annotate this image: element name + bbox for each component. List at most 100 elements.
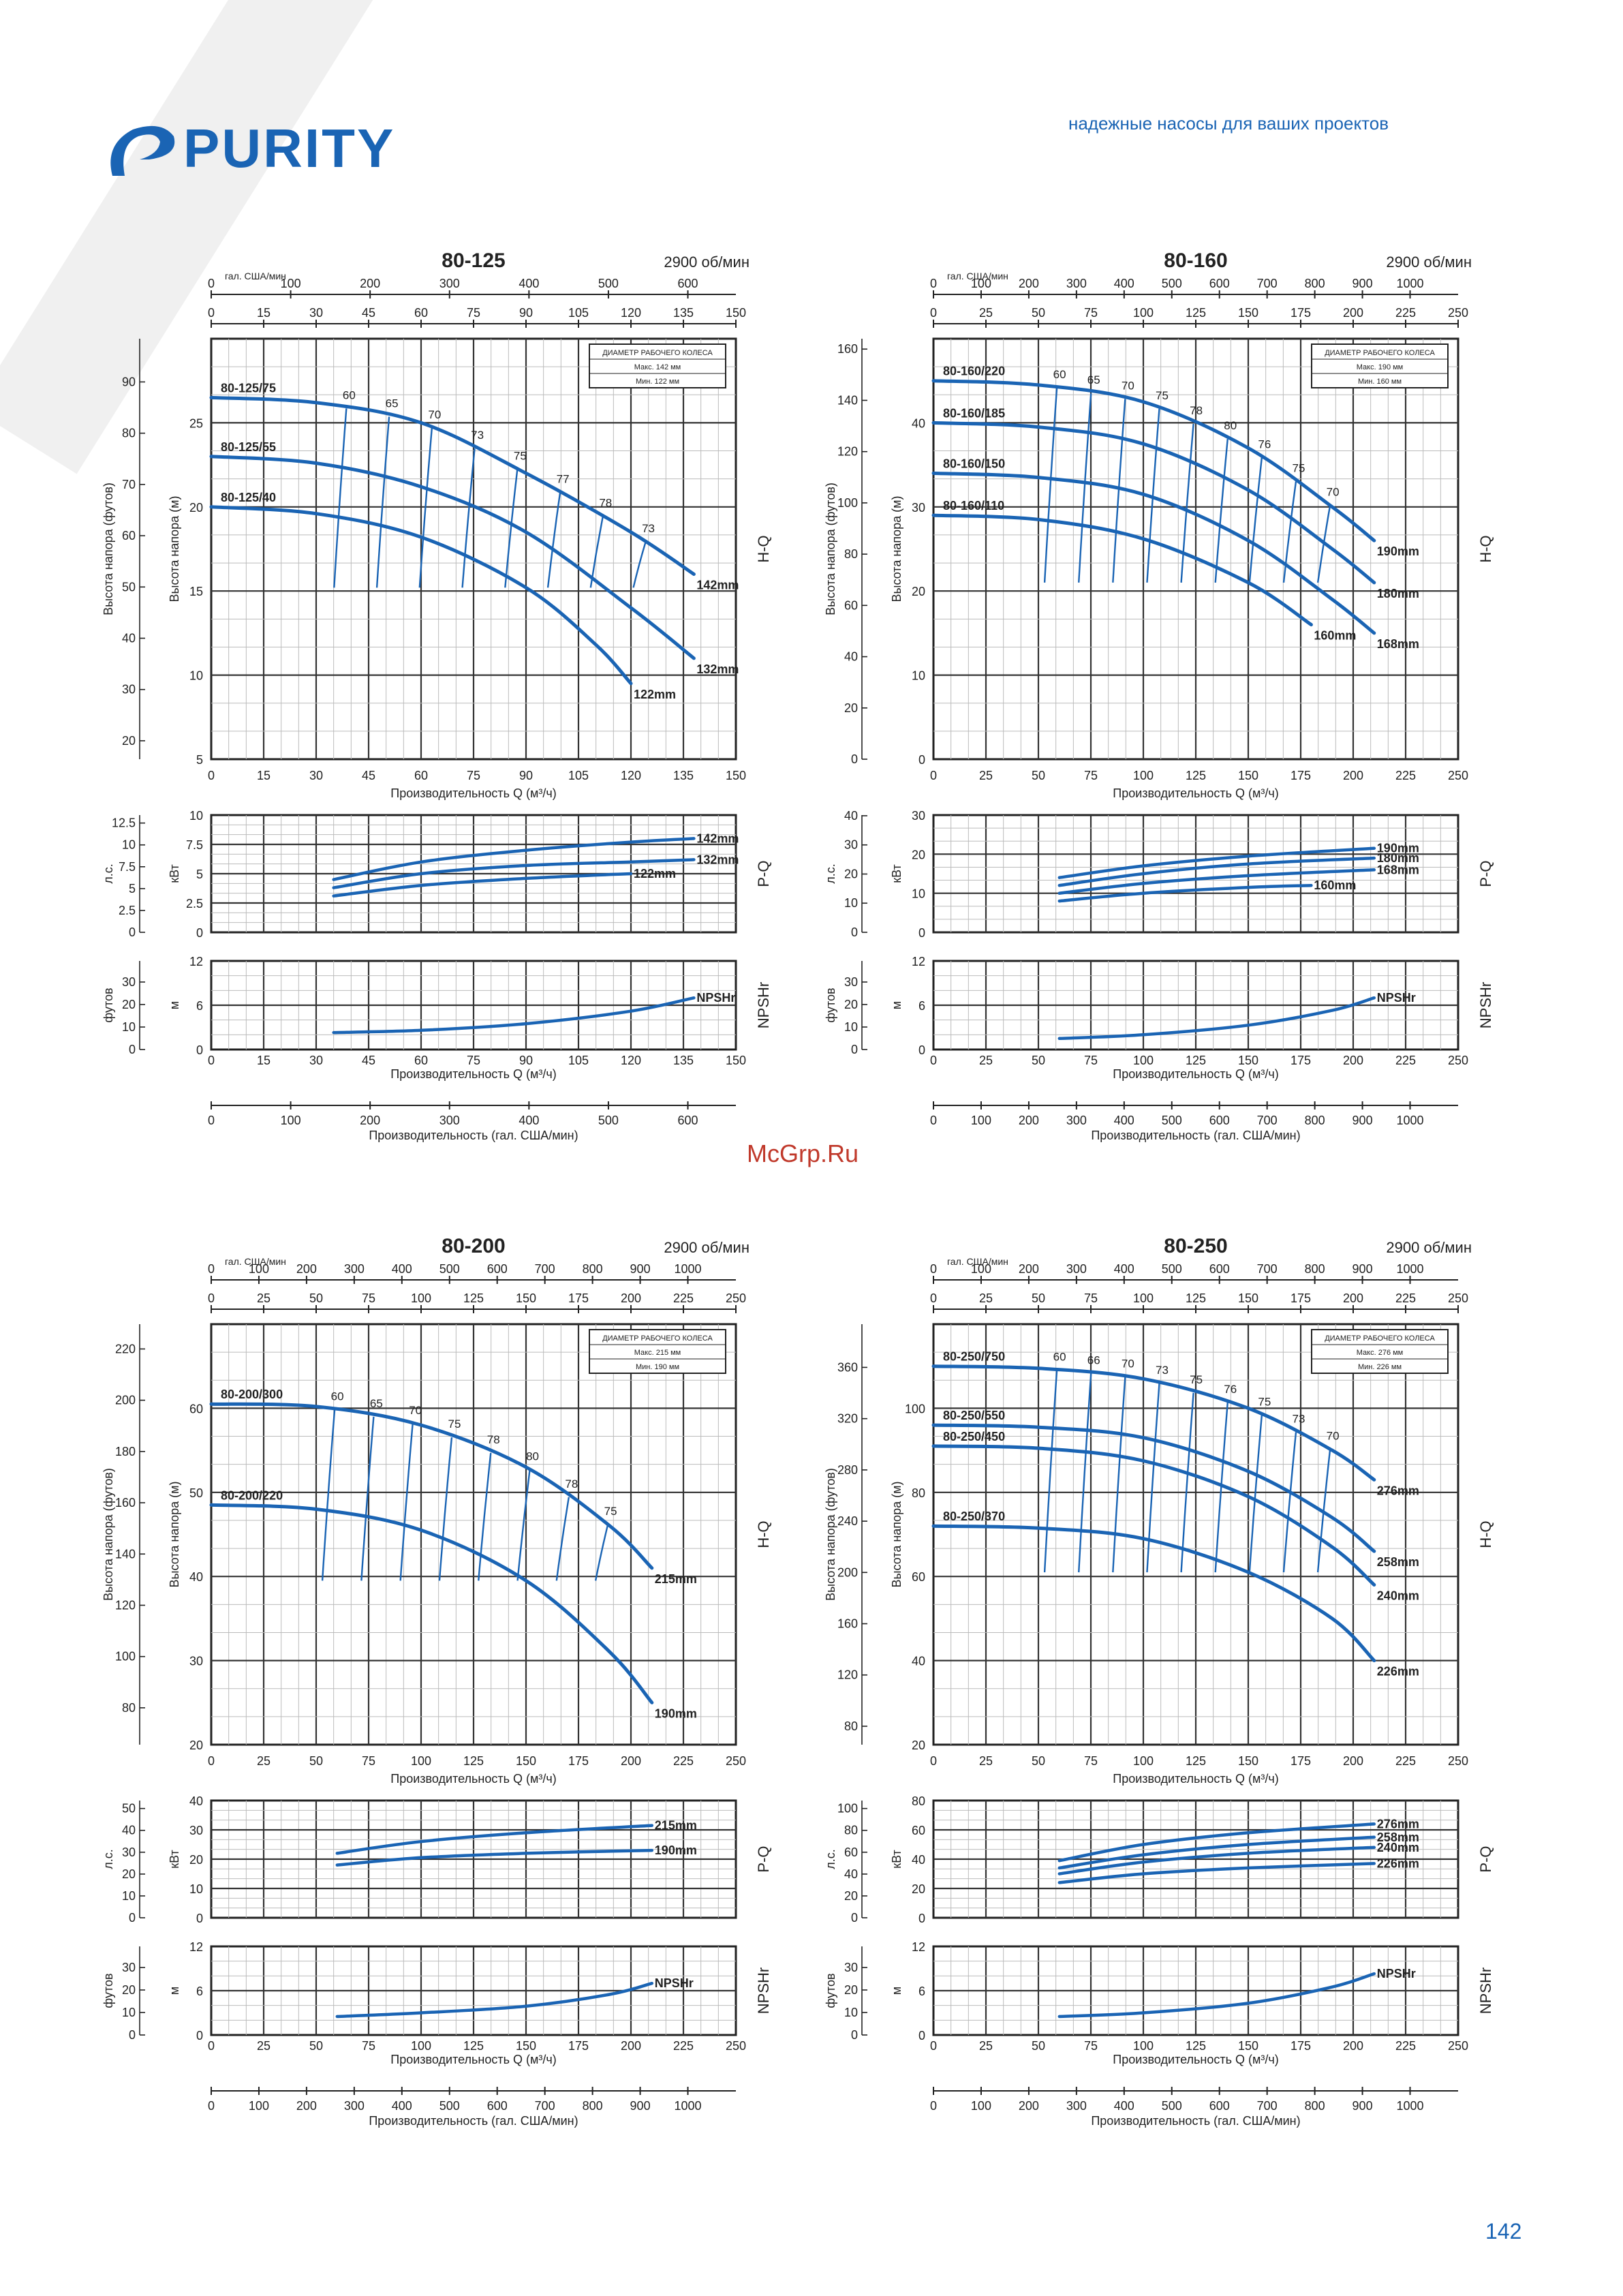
pq-secondary-tick-label: 10 [844,896,858,910]
npsh-y-tick-label: 0 [918,2029,925,2042]
bottom-us-tick-label: 100 [249,2099,269,2113]
hq-x-tick-label: 100 [1133,769,1154,782]
npsh-x-title: Производительность Q (м³/ч) [1113,2053,1278,2066]
hq-model-label: 80-160/110 [943,499,1004,512]
npsh-series-NPSHr [332,996,696,1035]
npsh-x-tick-label: 250 [726,2039,746,2053]
us-tick-label: 500 [1162,277,1182,290]
npsh-secondary-tick-label: 30 [844,1961,858,1974]
x-tick-label: 150 [726,306,746,320]
pq-series-215mm [335,1824,654,1855]
hq-secondary-tick-label: 30 [122,683,136,697]
brand-name: PURITY [183,118,396,179]
pq-tag: P-Q [755,860,772,887]
hq-x-tick-label: 75 [1084,769,1098,782]
efficiency-label: 76 [1258,438,1271,450]
pq-y-title-secondary: л.с. [824,863,837,884]
hq-secondary-tick-label: 60 [122,529,136,542]
efficiency-line [504,469,519,588]
bottom-us-tick-label: 600 [1209,1114,1230,1127]
us-tick-label: 500 [439,1262,460,1276]
npsh-secondary-tick-label: 20 [122,998,136,1011]
npsh-x-tick-label: 150 [726,1054,746,1067]
npsh-y-title: м [168,1001,181,1009]
hq-y-tick-label: 60 [912,1570,925,1584]
npsh-secondary-tick-label: 10 [844,1020,858,1034]
x-tick-label: 25 [979,306,993,320]
us-tick-label: 900 [630,1262,651,1276]
bottom-us-tick-label: 900 [1352,2099,1373,2113]
hq-x-tick-label: 25 [979,769,993,782]
pq-series-label: 160mm [1314,878,1356,892]
hq-model-label: 80-125/55 [221,440,276,454]
efficiency-label: 73 [1156,1364,1169,1377]
x-tick-label: 120 [621,306,641,320]
pq-y-tick-label: 10 [912,887,925,901]
npsh-secondary-tick-label: 0 [129,1043,136,1056]
hq-y-tick-label: 100 [905,1402,925,1415]
npsh-x-tick-label: 250 [1448,1054,1468,1067]
npsh-x-tick-label: 175 [568,2039,589,2053]
us-axis-unit: гал. США/мин [947,1256,1008,1267]
npsh-y-title: м [890,1001,903,1009]
us-axis-unit: гал. США/мин [225,271,286,281]
hq-x-tick-label: 225 [673,1754,694,1768]
hq-secondary-tick-label: 90 [122,375,136,388]
x-tick-label: 15 [257,306,270,320]
pq-y-tick-label: 0 [196,1912,203,1925]
pq-y-title: кВт [168,1850,181,1869]
npsh-x-tick-label: 250 [1448,2039,1468,2053]
pq-y-tick-label: 10 [189,1882,203,1896]
hq-series-276mm [931,1364,1376,1482]
npsh-x-tick-label: 225 [673,2039,694,2053]
bottom-us-tick-label: 700 [1257,2099,1278,2113]
x-tick-label: 250 [726,1291,746,1305]
npsh-secondary-tick-label: 0 [129,2028,136,2042]
hq-series-190mm [209,1503,654,1704]
us-tick-label: 200 [1019,1262,1039,1276]
hq-secondary-tick-label: 160 [837,1617,858,1631]
npsh-secondary-tick-label: 30 [844,975,858,989]
hq-y-tick-label: 0 [918,753,925,767]
x-tick-label: 0 [208,1291,215,1305]
npsh-x-tick-label: 150 [1238,1054,1258,1067]
us-tick-label: 100 [971,277,991,290]
bottom-us-tick-label: 0 [930,1114,937,1127]
pq-series-142mm [332,837,696,881]
hq-x-title: Производительность Q (м³/ч) [390,1772,556,1786]
hq-y-tick-label: 20 [912,585,925,598]
efficiency-label: 75 [448,1418,461,1430]
impeller-box-min: Мин. 226 мм [1358,1363,1402,1371]
npsh-y-tick-label: 6 [918,1985,925,1998]
x-tick-label: 200 [1343,1291,1363,1305]
npsh-x-tick-label: 135 [673,1054,694,1067]
us-tick-label: 700 [535,1262,555,1276]
npsh-x-tick-label: 0 [930,1054,937,1067]
hq-series-label: 132mm [696,662,739,676]
hq-tag: H-Q [755,535,772,562]
hq-y-title: Высота напора (м) [890,1482,903,1588]
hq-tag: H-Q [1477,1520,1494,1548]
hq-secondary-tick-label: 0 [851,752,858,766]
efficiency-label: 70 [1327,1430,1340,1443]
hq-secondary-tick-label: 100 [115,1650,136,1664]
hq-secondary-tick-label: 360 [837,1360,858,1374]
hq-series-label: 142mm [696,579,739,592]
x-tick-label: 175 [1290,1291,1311,1305]
hq-secondary-tick-label: 120 [115,1598,136,1612]
npsh-x-tick-label: 45 [362,1054,375,1067]
npsh-x-tick-label: 225 [1395,2039,1416,2053]
pq-secondary-tick-label: 40 [122,1824,136,1837]
hq-x-tick-label: 0 [208,1754,215,1768]
pq-secondary-tick-label: 20 [844,1889,858,1903]
efficiency-line [1214,438,1228,583]
x-tick-label: 75 [362,1291,375,1305]
hq-x-tick-label: 25 [257,1754,270,1768]
x-tick-label: 150 [516,1291,536,1305]
efficiency-line [360,1416,375,1581]
npsh-secondary-tick-label: 20 [122,1983,136,1997]
pq-y-tick-label: 0 [918,1912,925,1925]
efficiency-label: 60 [1053,368,1066,381]
npsh-y-title-secondary: футов [824,1973,837,2008]
us-tick-label: 1000 [1396,1262,1423,1276]
